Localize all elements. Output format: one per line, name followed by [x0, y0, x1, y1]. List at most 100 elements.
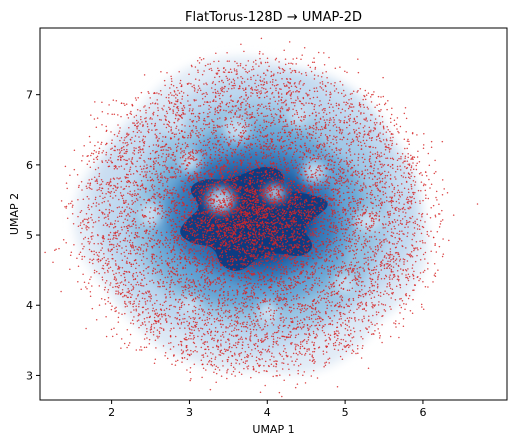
scatter-point	[412, 180, 415, 182]
scatter-point	[149, 296, 151, 298]
scatter-point	[158, 163, 161, 166]
scatter-point	[314, 222, 317, 225]
scatter-point	[204, 297, 207, 299]
scatter-point	[300, 215, 303, 217]
scatter-point	[203, 179, 206, 181]
scatter-point	[280, 145, 282, 147]
scatter-point	[199, 250, 201, 252]
scatter-point	[281, 102, 283, 104]
scatter-point	[164, 188, 167, 190]
scatter-point	[147, 220, 150, 223]
scatter-point	[316, 140, 319, 143]
scatter-point	[180, 343, 183, 346]
scatter-point	[388, 148, 391, 151]
scatter-point	[292, 91, 294, 93]
scatter-point	[157, 320, 160, 322]
scatter-point	[183, 286, 185, 288]
scatter-point	[264, 333, 266, 336]
scatter-point	[132, 172, 135, 175]
scatter-point	[335, 232, 337, 234]
scatter-point	[304, 173, 307, 176]
scatter-point	[359, 87, 362, 90]
scatter-point	[135, 126, 138, 128]
scatter-point	[176, 168, 179, 170]
scatter-point	[155, 160, 157, 162]
scatter-point	[222, 218, 225, 221]
scatter-point	[320, 134, 322, 137]
scatter-point	[298, 170, 300, 172]
scatter-point	[357, 204, 359, 207]
scatter-point	[289, 89, 291, 92]
scatter-point	[315, 128, 317, 131]
scatter-point	[293, 186, 296, 189]
scatter-point	[303, 152, 306, 155]
scatter-point	[264, 325, 266, 328]
scatter-point	[299, 163, 301, 165]
scatter-point	[290, 85, 293, 87]
scatter-point	[348, 234, 351, 236]
scatter-point	[256, 181, 258, 184]
scatter-point	[312, 158, 314, 160]
scatter-point	[220, 209, 223, 212]
scatter-point	[232, 78, 235, 81]
scatter-point	[289, 144, 291, 146]
scatter-point	[412, 277, 415, 280]
scatter-point	[332, 138, 334, 140]
scatter-point	[296, 111, 298, 114]
scatter-point	[426, 233, 429, 236]
scatter-point	[190, 378, 192, 380]
scatter-point	[235, 212, 238, 214]
scatter-point	[369, 277, 371, 279]
scatter-point	[313, 105, 316, 108]
scatter-point	[314, 184, 316, 187]
scatter-point	[232, 302, 235, 305]
scatter-point	[219, 211, 221, 214]
scatter-point	[324, 180, 327, 183]
scatter-point	[244, 257, 246, 260]
scatter-point	[166, 281, 168, 284]
scatter-point	[226, 171, 229, 174]
scatter-point	[246, 201, 249, 204]
scatter-point	[290, 123, 293, 125]
scatter-point	[241, 308, 244, 311]
scatter-point	[206, 123, 208, 126]
scatter-point	[370, 291, 372, 293]
scatter-point	[394, 227, 396, 230]
scatter-point	[128, 271, 131, 273]
scatter-point	[115, 235, 117, 237]
scatter-point	[339, 182, 341, 185]
scatter-point	[263, 276, 266, 279]
scatter-point	[213, 224, 215, 227]
scatter-point	[228, 309, 231, 312]
scatter-point	[98, 188, 100, 191]
scatter-point	[91, 219, 93, 221]
scatter-point	[184, 153, 187, 155]
scatter-point	[270, 132, 272, 134]
scatter-point	[189, 294, 192, 297]
scatter-point	[213, 238, 215, 240]
scatter-point	[256, 303, 259, 305]
scatter-point	[374, 324, 376, 326]
scatter-point	[417, 275, 419, 278]
scatter-point	[254, 256, 256, 258]
scatter-point	[363, 315, 365, 318]
scatter-point	[217, 330, 219, 333]
scatter-point	[394, 259, 397, 262]
scatter-point	[124, 240, 126, 242]
scatter-point	[333, 164, 335, 166]
scatter-point	[377, 250, 379, 252]
scatter-point	[266, 246, 268, 249]
scatter-point	[254, 142, 257, 145]
scatter-point	[299, 203, 302, 206]
scatter-point	[141, 183, 144, 185]
scatter-point	[105, 142, 108, 145]
scatter-point	[133, 316, 135, 318]
scatter-point	[304, 124, 306, 127]
scatter-point	[411, 312, 414, 314]
scatter-point	[160, 93, 163, 96]
scatter-point	[315, 264, 317, 266]
scatter-point	[280, 179, 282, 182]
scatter-point	[264, 191, 266, 193]
scatter-point	[214, 254, 216, 256]
scatter-point	[186, 94, 189, 97]
